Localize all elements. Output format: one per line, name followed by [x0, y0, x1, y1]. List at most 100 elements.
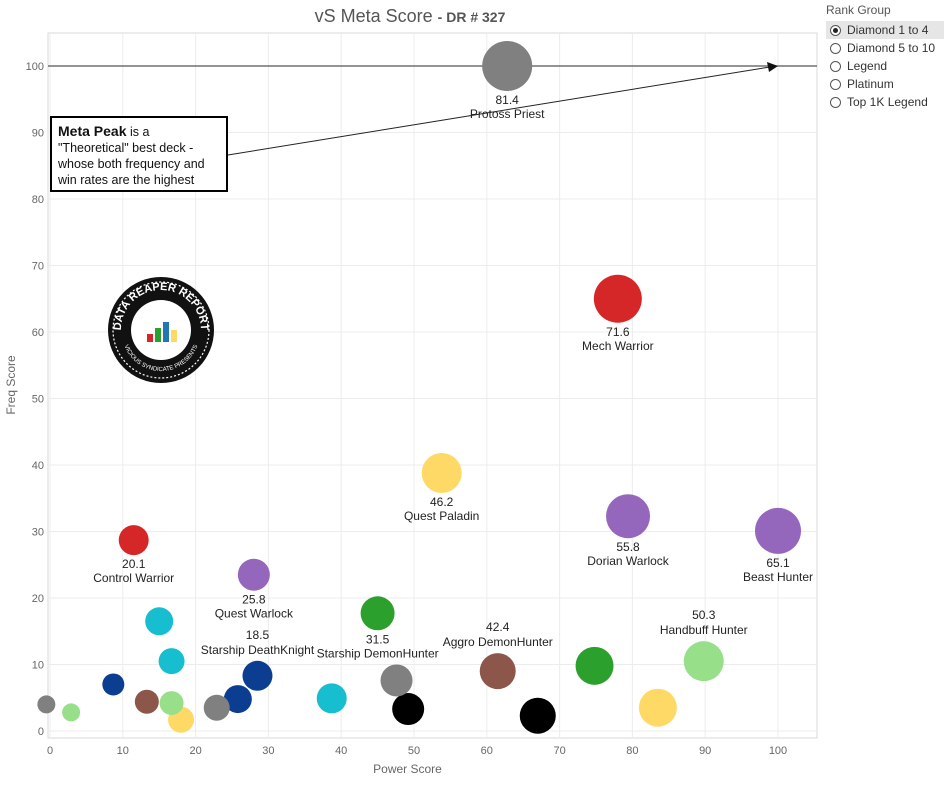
data-point-name: Dorian Warlock [587, 554, 670, 568]
data-point-name: Quest Paladin [404, 509, 479, 523]
data-point[interactable] [158, 648, 185, 675]
annotation-arrow-line [227, 66, 771, 156]
legend-item-diamond-1-4[interactable]: Diamond 1 to 4 [826, 21, 944, 39]
x-tick-label: 60 [481, 745, 493, 757]
logo-bar [163, 322, 169, 342]
meta-peak-annotation: Meta Peak is a "Theoretical" best deck -… [50, 116, 228, 192]
data-point[interactable] [421, 452, 462, 493]
chart-title-sub: - DR # 327 [437, 9, 506, 25]
x-tick-label: 50 [408, 745, 420, 757]
data-point[interactable] [482, 41, 533, 91]
data-point-name: Starship DemonHunter [317, 646, 439, 660]
radio-icon[interactable] [830, 24, 841, 36]
x-tick-label: 10 [117, 745, 129, 757]
data-point[interactable] [37, 695, 56, 714]
x-tick-label: 30 [262, 745, 274, 757]
data-point-name: Protoss Priest [470, 107, 545, 121]
data-point-name: Quest Warlock [215, 607, 294, 621]
y-tick-label: 10 [32, 660, 44, 672]
logo-bar [171, 330, 177, 342]
legend-item-legend[interactable]: Legend [826, 57, 944, 75]
rank-group-legend: Rank Group Diamond 1 to 4 Diamond 5 to 1… [826, 3, 944, 111]
legend-item-top-1k[interactable]: Top 1K Legend [826, 93, 944, 111]
chart-title-main: vS Meta Score [314, 6, 433, 26]
data-point[interactable] [134, 689, 159, 714]
x-axis-title: Power Score [373, 762, 442, 776]
data-point-score: 65.1 [766, 556, 790, 570]
y-tick-label: 40 [32, 460, 44, 472]
data-point-score: 81.4 [496, 93, 520, 107]
data-point-name: Mech Warrior [582, 339, 654, 353]
data-point[interactable] [479, 653, 516, 690]
legend-item-label: Diamond 5 to 10 [847, 41, 936, 55]
meta-peak-text: is a "Theoretical" best deck - whose bot… [58, 125, 205, 187]
data-point-score: 25.8 [242, 593, 266, 607]
data-point[interactable] [237, 558, 270, 591]
data-point[interactable] [360, 596, 395, 631]
x-tick-label: 100 [769, 745, 787, 757]
y-tick-label: 60 [32, 327, 44, 339]
annotation-arrowhead [767, 62, 778, 72]
legend-item-label: Top 1K Legend [847, 95, 928, 109]
data-point-score: 50.3 [692, 608, 716, 622]
y-tick-label: 20 [32, 593, 44, 605]
data-point[interactable] [638, 688, 677, 727]
data-point[interactable] [575, 646, 614, 685]
data-point[interactable] [102, 673, 125, 696]
data-point[interactable] [392, 693, 425, 726]
data-point-score: 42.4 [486, 620, 510, 634]
x-tick-label: 40 [335, 745, 347, 757]
data-point[interactable] [118, 525, 149, 556]
y-tick-label: 90 [32, 128, 44, 140]
data-point[interactable] [755, 507, 801, 554]
y-tick-label: 30 [32, 527, 44, 539]
y-tick-label: 80 [32, 194, 44, 206]
data-point[interactable] [242, 660, 273, 691]
data-point[interactable] [145, 607, 174, 636]
data-point[interactable] [203, 694, 230, 721]
data-point-name: Beast Hunter [743, 570, 813, 584]
radio-icon[interactable] [830, 78, 841, 90]
data-point-name: Handbuff Hunter [660, 623, 748, 637]
data-point[interactable] [159, 691, 184, 716]
data-point[interactable] [683, 641, 724, 682]
data-point-score: 55.8 [616, 540, 640, 554]
data-point[interactable] [519, 697, 556, 734]
y-tick-label: 70 [32, 261, 44, 273]
x-tick-label: 20 [189, 745, 201, 757]
radio-icon[interactable] [830, 42, 841, 54]
data-point[interactable] [380, 664, 413, 697]
y-axis-title: Freq Score [4, 355, 18, 415]
chart-title: vS Meta Score - DR # 327 [0, 6, 820, 27]
radio-icon[interactable] [830, 96, 841, 108]
y-tick-label: 0 [38, 726, 44, 738]
x-tick-label: 90 [699, 745, 711, 757]
data-point[interactable] [223, 685, 252, 714]
data-point-name: Control Warrior [93, 571, 174, 585]
legend-item-label: Legend [847, 59, 888, 73]
radio-icon[interactable] [830, 60, 841, 72]
data-point-score: 20.1 [122, 557, 146, 571]
meta-peak-bold: Meta Peak [58, 123, 127, 139]
data-point-name: Starship DeathKnight [201, 643, 315, 657]
data-point-score: 71.6 [606, 325, 630, 339]
x-tick-label: 0 [47, 745, 53, 757]
logo-bar [155, 328, 161, 342]
legend-item-diamond-5-10[interactable]: Diamond 5 to 10 [826, 39, 944, 57]
data-point[interactable] [606, 494, 651, 539]
data-point-score: 46.2 [430, 495, 454, 509]
legend-item-label: Platinum [847, 77, 894, 91]
scatter-chart: 0 10 20 30 40 50 60 70 80 90 100 0 10 20 30 40 50 60 70 80 9… [4, 32, 818, 776]
data-point[interactable] [316, 683, 347, 714]
y-tick-label: 100 [26, 61, 44, 73]
legend-item-label: Diamond 1 to 4 [847, 23, 929, 37]
legend-title: Rank Group [826, 3, 891, 17]
y-tick-label: 50 [32, 394, 44, 406]
logo-bar [147, 334, 153, 342]
data-point[interactable] [62, 703, 81, 722]
data-point[interactable] [593, 274, 642, 323]
data-point-name: Aggro DemonHunter [443, 635, 553, 649]
legend-item-platinum[interactable]: Platinum [826, 75, 944, 93]
logo-ring [112, 281, 210, 379]
data-point-score: 31.5 [366, 632, 390, 646]
